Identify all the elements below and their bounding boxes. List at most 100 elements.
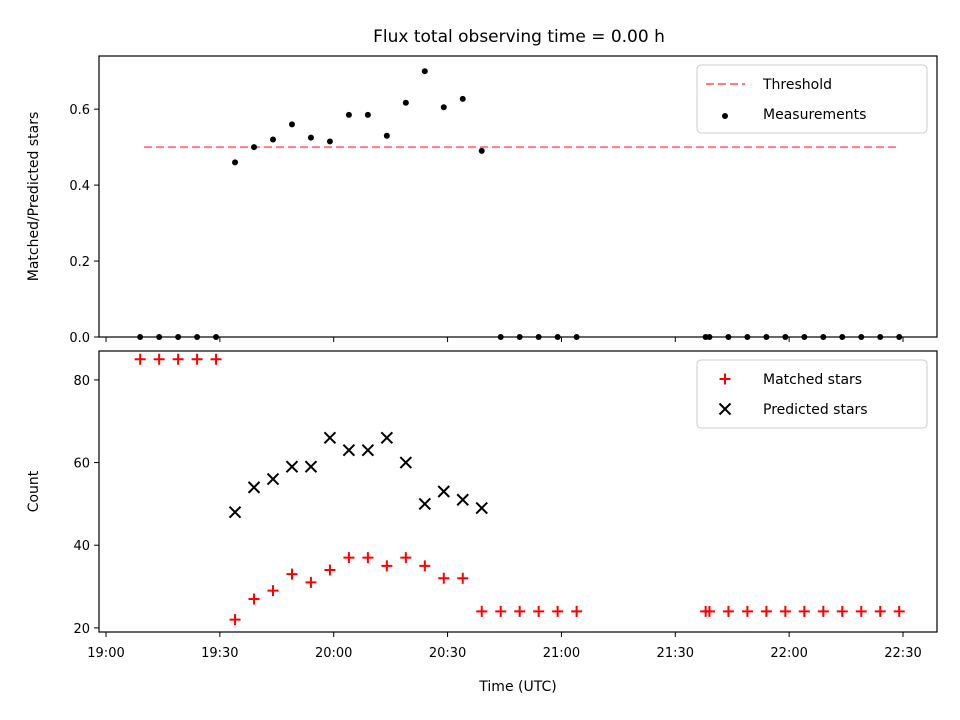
matched-stars-point — [286, 568, 298, 580]
measurement-point — [440, 104, 447, 111]
measurement-point — [573, 334, 580, 340]
measurement-point — [516, 334, 523, 340]
y-axis-label: Count — [26, 470, 42, 512]
measurement-point — [744, 334, 751, 340]
matched-stars-point — [798, 605, 810, 617]
predicted-stars-point — [247, 481, 261, 494]
matched-stars-point — [172, 353, 184, 365]
matched-stars-point — [779, 605, 791, 617]
axes-frame — [98, 350, 938, 633]
matched-stars-point — [134, 353, 146, 365]
matched-stars-point — [210, 353, 222, 365]
matched-stars-point — [722, 605, 734, 617]
predicted-stars-point — [266, 472, 280, 486]
matched-stars-point — [438, 572, 450, 584]
y-tick-label: 0.2 — [69, 255, 90, 270]
measurement-point — [763, 334, 770, 340]
measurement-point — [459, 95, 466, 102]
matched-stars-point — [836, 605, 848, 617]
chart-title: Flux total observing time = 0.00 h — [373, 27, 665, 47]
predicted-stars-point — [361, 443, 375, 457]
matched-stars-point — [305, 576, 317, 588]
predicted-stars-point — [285, 460, 299, 473]
legend: Matched stars Predicted stars — [696, 359, 928, 429]
y-tick-label: 0.0 — [69, 331, 90, 346]
legend-label: Predicted stars — [763, 402, 868, 418]
measurement-point — [535, 334, 542, 340]
legend-measurements-swatch — [722, 113, 728, 119]
predicted-stars-point — [228, 505, 242, 519]
legend-box — [696, 64, 928, 134]
matched-stars-point — [741, 605, 753, 617]
x-tick-label: 22:30 — [884, 646, 921, 661]
y-tick-label: 40 — [73, 539, 90, 554]
matched-stars-point — [343, 552, 355, 564]
measurement-point — [156, 334, 163, 340]
measurement-point — [839, 334, 846, 340]
matched-stars-point — [324, 564, 336, 576]
predicted-stars-point — [342, 443, 356, 457]
matched-stars-point — [760, 605, 772, 617]
predicted-stars-point — [399, 456, 413, 469]
matched-stars-point — [855, 605, 867, 617]
measurement-point — [137, 334, 144, 340]
legend: Threshold Measurements — [696, 64, 928, 134]
x-tick-label: 21:00 — [543, 646, 580, 661]
y-tick-label: 0.6 — [69, 103, 90, 118]
measurement-point — [896, 334, 903, 340]
matched-stars-point — [191, 353, 203, 365]
measurement-point — [725, 334, 732, 340]
measurement-point — [232, 159, 239, 166]
measurement-point — [421, 68, 428, 75]
matched-stars-point — [817, 605, 829, 617]
x-tick-label: 22:00 — [770, 646, 807, 661]
matched-stars-point — [571, 605, 583, 617]
measurement-point — [326, 138, 333, 145]
x-tick-label: 19:30 — [201, 646, 238, 661]
measurement-point — [307, 134, 314, 141]
matched-stars-point — [893, 605, 905, 617]
legend-box — [696, 359, 928, 429]
matched-stars-point — [552, 605, 564, 617]
measurement-point — [213, 334, 220, 340]
measurement-point — [194, 334, 201, 340]
y-tick-label: 20 — [73, 622, 90, 637]
predicted-stars-point — [304, 460, 318, 473]
legend-label: Threshold — [762, 77, 832, 93]
matched-stars-point — [400, 552, 412, 564]
measurement-point — [801, 334, 808, 340]
top-panel-matched-ratio: 0.0 0.2 0.4 0.6 Matched/Predicted stars Thres… — [26, 55, 938, 346]
matched-stars-point — [457, 572, 469, 584]
matched-stars-point — [476, 605, 488, 617]
x-tick-label: 21:30 — [657, 646, 694, 661]
legend-predicted-swatch — [718, 402, 732, 416]
matched-stars-point — [381, 560, 393, 572]
measurement-point — [345, 111, 352, 118]
measurement-point — [288, 121, 295, 128]
legend-label: Matched stars — [763, 372, 862, 388]
matched-stars-point — [153, 353, 165, 365]
x-tick-label: 19:00 — [87, 646, 124, 661]
predicted-stars-point — [380, 431, 394, 444]
measurement-point — [554, 334, 561, 340]
matched-stars-point — [267, 585, 279, 597]
x-tick-label: 20:00 — [315, 646, 352, 661]
legend-label: Measurements — [763, 107, 866, 123]
measurement-point — [782, 334, 789, 340]
measurement-point — [497, 334, 504, 340]
legend-matched-swatch — [719, 373, 731, 385]
matched-stars-point — [362, 552, 374, 564]
y-tick-label: 80 — [73, 374, 90, 389]
matched-stars-point — [533, 605, 545, 617]
measurement-point — [364, 111, 371, 118]
predicted-stars-point — [437, 485, 450, 498]
x-axis-label: Time (UTC) — [478, 679, 556, 695]
measurement-point — [820, 334, 827, 340]
matched-stars-point — [514, 605, 526, 617]
matched-stars-point — [248, 593, 260, 605]
measurement-point — [383, 132, 390, 139]
y-tick-label: 0.4 — [69, 179, 90, 194]
measurement-point — [478, 147, 485, 154]
matched-stars-point — [229, 614, 241, 626]
